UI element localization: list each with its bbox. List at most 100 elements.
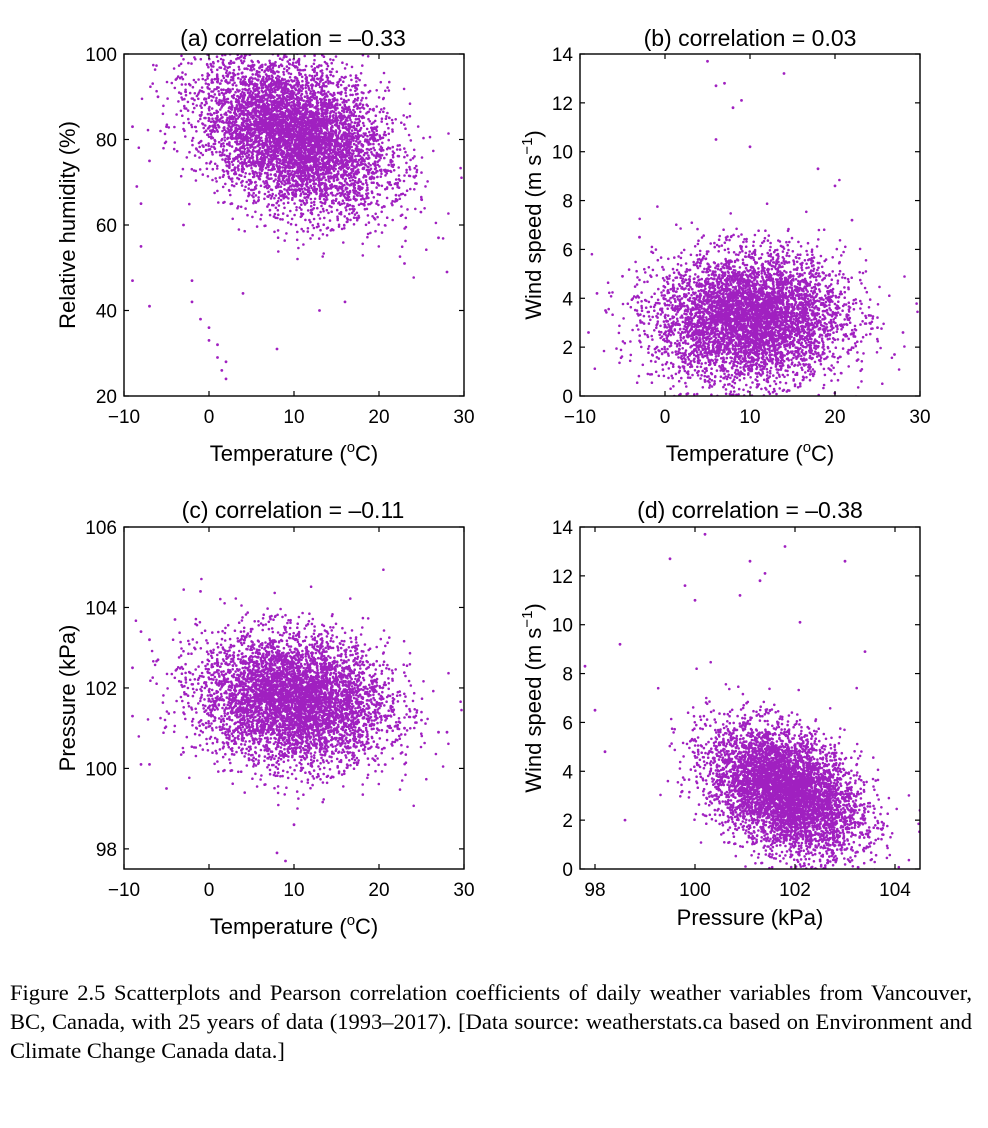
scatter-point [131, 666, 134, 670]
panel-a-yticks: 20 40 60 80 100 [85, 45, 464, 408]
scatter-cluster [137, 54, 463, 279]
scatter-point [216, 343, 219, 347]
scatter-point [683, 584, 687, 587]
figure: (a) correlation = –0.33 −10 0 10 20 30 20406… [55, 25, 931, 939]
scatter-point [893, 353, 896, 356]
y-tick-label: 80 [96, 131, 117, 152]
scatter-point [207, 339, 211, 342]
x-tick-label: −10 [108, 407, 140, 428]
panel-a-points [131, 54, 463, 381]
scatter-point [445, 730, 449, 734]
scatter-point [603, 750, 607, 754]
scatter-point [723, 81, 726, 85]
scatter-point [220, 369, 224, 372]
scatter-point [782, 72, 786, 75]
y-tick-label: 0 [562, 860, 573, 881]
scatter-point [843, 559, 847, 563]
scatter-point [876, 326, 879, 329]
y-tick-label: 8 [562, 192, 573, 213]
y-tick-label: 6 [562, 240, 573, 261]
scatter-point [190, 279, 194, 282]
panel-a-xlabel: Temperature (oC) [210, 439, 379, 466]
panel-a-xlabel-text: Temperature ( [210, 441, 348, 466]
panel-b-xlabel-sup: o [803, 439, 811, 456]
panel-a-title: (a) correlation = –0.33 [180, 25, 406, 51]
scatter-point [748, 559, 752, 563]
x-tick-label: 0 [660, 407, 671, 428]
scatter-cluster [656, 660, 920, 869]
scatter-point [604, 309, 607, 312]
panel-d-ylabel-text: Wind speed (m s [521, 628, 546, 793]
x-tick-label: 0 [204, 407, 215, 428]
panel-d-ylabel: Wind speed (m s−1) [519, 603, 546, 793]
scatter-point [816, 167, 820, 171]
x-tick-label: 10 [283, 880, 304, 901]
x-tick-label: 30 [453, 880, 474, 901]
scatter-point [318, 309, 321, 312]
scatter-point [420, 198, 423, 201]
x-tick-label: 20 [824, 407, 845, 428]
panel-d-ylabel-end: ) [521, 603, 546, 610]
y-tick-label: 102 [85, 679, 117, 700]
scatter-point [714, 84, 718, 88]
panel-a-xticks: −10 0 10 20 30 [108, 54, 475, 428]
panel-c-points [131, 568, 463, 863]
scatter-point [740, 99, 743, 102]
y-tick-label: 98 [96, 840, 117, 861]
scatter-point [207, 326, 211, 329]
scatter-point [668, 557, 672, 561]
panel-a-ylabel: Relative humidity (%) [55, 121, 80, 329]
panel-d-points [583, 532, 920, 869]
figure-caption: Figure 2.5 Scatterplots and Pearson corr… [10, 980, 972, 1063]
scatter-point [173, 618, 177, 621]
panel-c: (c) correlation = –0.11 −10 0 10 20 30 98 100… [55, 497, 475, 939]
scatter-point [798, 620, 802, 624]
panel-b-yticks: 0 2 4 6 8 10 12 14 [552, 45, 920, 408]
scatter-point [867, 314, 871, 317]
scatter-point [703, 532, 707, 536]
y-tick-label: 2 [562, 338, 573, 359]
scatter-point [595, 292, 599, 295]
y-tick-label: 40 [96, 302, 117, 323]
scatter-point [618, 642, 622, 646]
scatter-point [403, 262, 406, 265]
scatter-point [148, 304, 151, 308]
scatter-point [587, 331, 590, 334]
y-tick-label: 100 [85, 45, 117, 66]
x-tick-label: 100 [679, 880, 711, 901]
y-tick-label: 104 [85, 598, 117, 619]
scatter-cluster [134, 568, 463, 810]
scatter-point [224, 377, 228, 381]
scatter-point [901, 331, 905, 334]
scatter-point [216, 356, 219, 359]
scatter-point [165, 787, 168, 790]
scatter-point [241, 292, 245, 295]
y-tick-label: 2 [562, 811, 573, 832]
scatter-point [593, 708, 597, 712]
scatter-point [583, 664, 587, 668]
panel-b-ylabel-sup: −1 [519, 138, 536, 155]
scatter-point [343, 300, 347, 304]
scatter-point [148, 763, 151, 766]
scatter-point [714, 138, 718, 141]
scatter-point [738, 594, 742, 597]
panel-c-ylabel-text: Pressure (kPa) [55, 625, 80, 772]
scatter-point [638, 235, 641, 239]
panel-d-yticks: 0 2 4 6 8 10 12 14 [552, 518, 920, 881]
scatter-point [292, 823, 296, 827]
x-tick-label: 20 [368, 880, 389, 901]
panel-c-ylabel: Pressure (kPa) [55, 625, 80, 772]
y-tick-label: 14 [552, 45, 574, 66]
panel-b-ylabel: Wind speed (m s−1) [519, 130, 546, 320]
y-tick-label: 4 [562, 762, 573, 783]
panel-a: (a) correlation = –0.33 −10 0 10 20 30 20 40 6… [55, 25, 475, 466]
panel-d-axes-box [579, 526, 921, 870]
x-tick-label: −10 [108, 880, 140, 901]
scatter-point [275, 851, 279, 855]
x-tick-label: 102 [779, 880, 811, 901]
panel-c-title: (c) correlation = –0.11 [182, 497, 405, 523]
scatter-point [156, 95, 160, 99]
scatter-point [148, 638, 151, 642]
scatter-point [437, 236, 440, 240]
panel-a-ylabel-text: Relative humidity (%) [55, 121, 80, 329]
